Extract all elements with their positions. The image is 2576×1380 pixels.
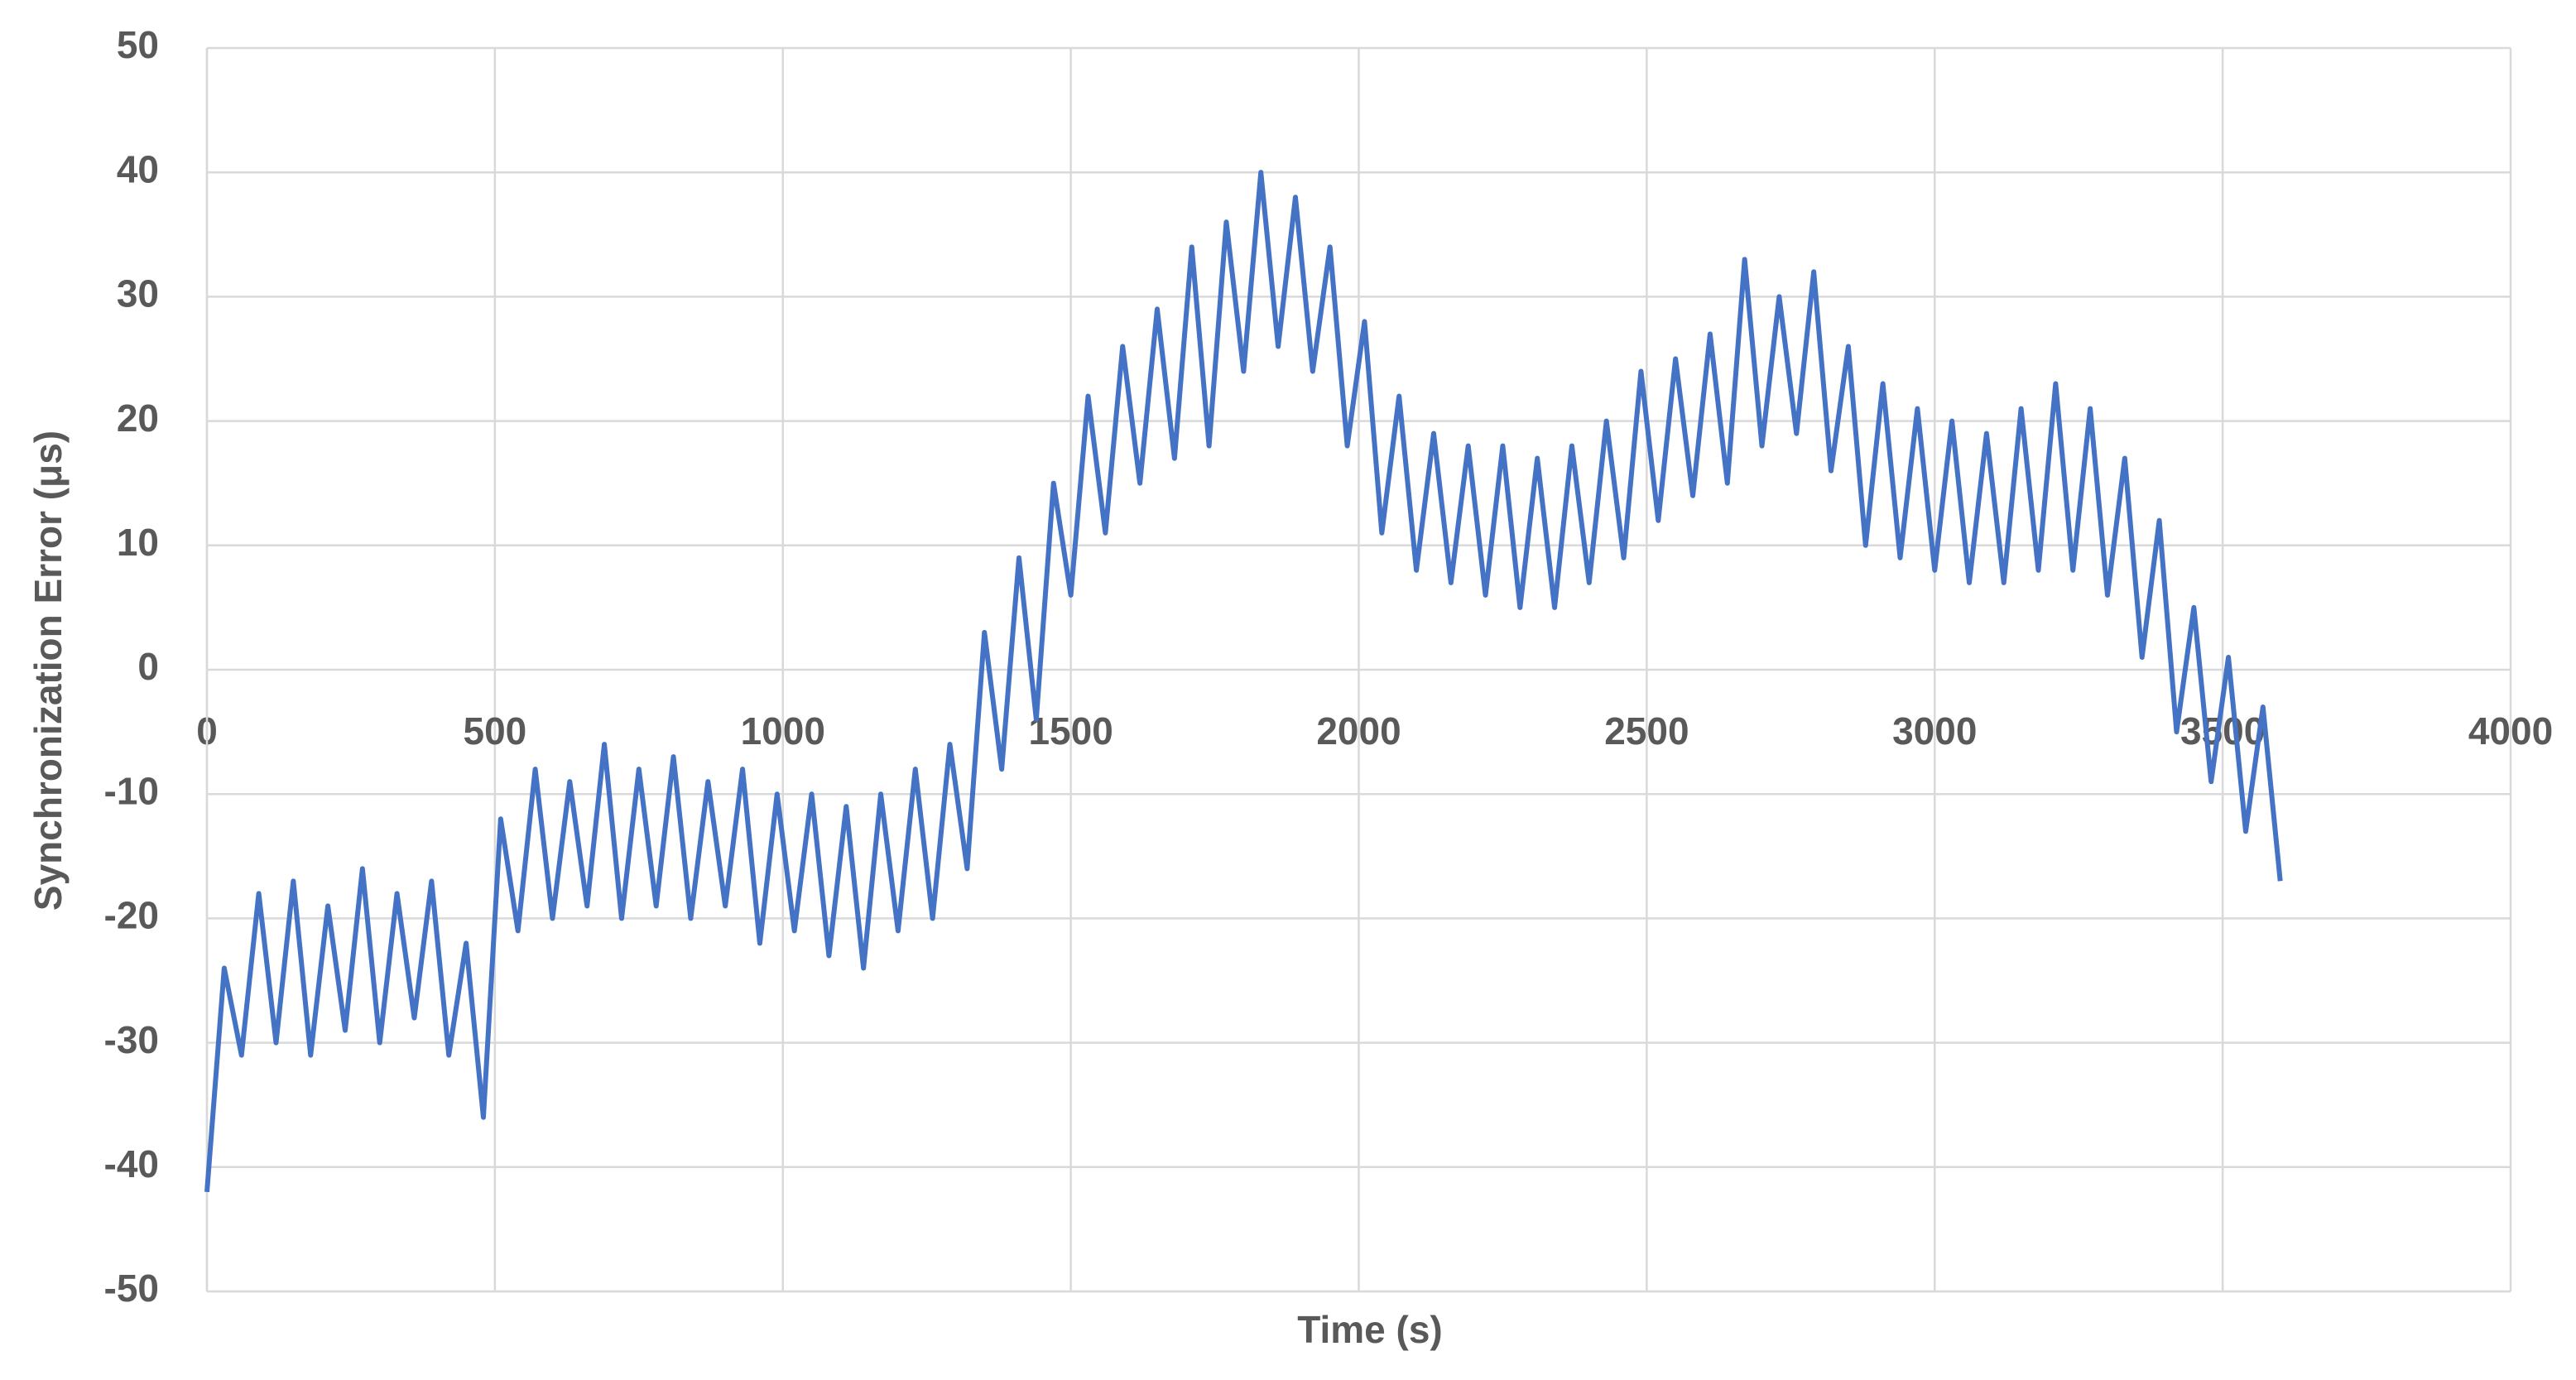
y-tick-label: -10 (104, 769, 159, 812)
y-tick-label: 30 (117, 272, 159, 315)
x-tick-label: 3000 (1892, 709, 1977, 753)
y-tick-label: -30 (104, 1018, 159, 1061)
y-tick-label: -40 (104, 1142, 159, 1185)
y-axis-title: Synchronization Error (μs) (26, 430, 70, 911)
x-tick-label: 4000 (2468, 709, 2553, 753)
data-line (204, 170, 2283, 1193)
x-tick-label: 2000 (1316, 709, 1401, 753)
y-tick-label: 20 (117, 397, 159, 440)
x-tick-label: 1500 (1028, 709, 1113, 753)
y-tick-label: -50 (104, 1267, 159, 1310)
x-tick-label: 500 (464, 709, 527, 753)
y-tick-label: 50 (117, 23, 159, 66)
y-tick-label: 40 (117, 147, 159, 190)
y-tick-label: -20 (104, 894, 159, 937)
y-tick-label: 0 (137, 645, 159, 688)
y-tick-label: 10 (117, 521, 159, 564)
x-tick-label: 2500 (1604, 709, 1689, 753)
x-axis-title: Time (s) (1297, 1308, 1443, 1351)
x-tick-label: 1000 (741, 709, 825, 753)
